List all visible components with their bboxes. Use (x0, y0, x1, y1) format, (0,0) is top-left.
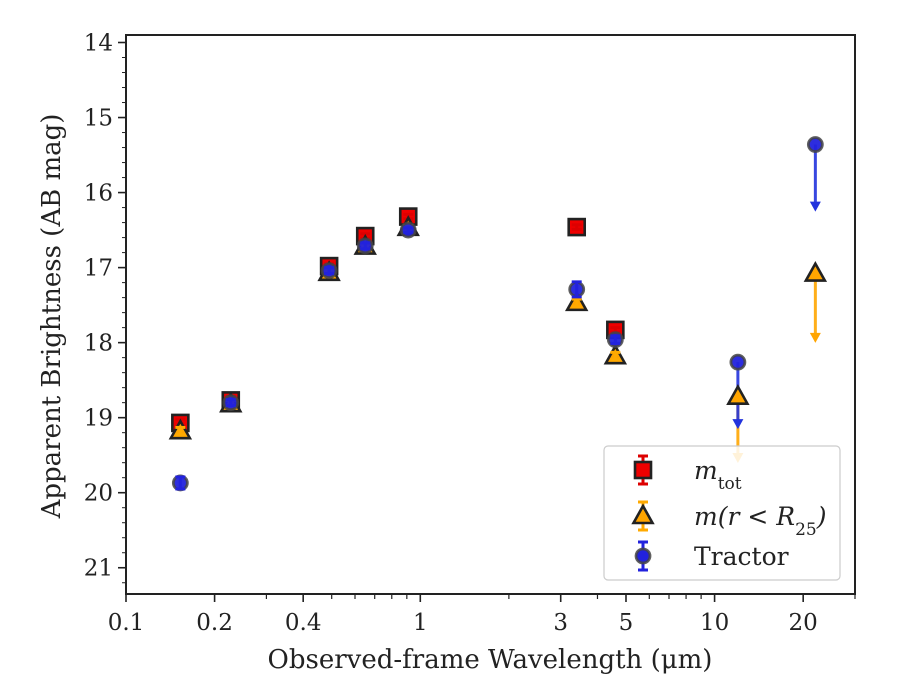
error-bar-1-0 (175, 425, 186, 437)
legend-label-1: m(r < R25) (694, 502, 826, 540)
error-bar-1-6 (610, 350, 621, 362)
y-tick-label-2: 16 (84, 181, 113, 207)
error-bar-0-5 (571, 223, 582, 231)
legend-marker-square (633, 460, 653, 480)
legend-box (603, 445, 841, 581)
error-bar-2-3 (360, 241, 371, 251)
y-tick-label-5: 19 (84, 406, 113, 432)
x-tick-label-3: 1 (413, 610, 428, 636)
error-bar-2-2 (324, 266, 335, 276)
point-triangle-8 (803, 260, 828, 282)
ticks-layer: 0.1 0.2 0.4 1 3 5 10 20 14 15 16 17 18 19 20 21 (84, 31, 856, 636)
point-circle-7 (729, 353, 747, 371)
error-bar-1-5 (571, 297, 582, 309)
y-tick-label-4: 18 (84, 331, 113, 357)
error-bar-2-0 (175, 475, 186, 491)
error-bar-2-4 (403, 226, 414, 234)
point-triangle-7 (726, 383, 750, 405)
error-bar-2-1 (225, 398, 236, 408)
point-circle-8 (806, 136, 824, 153)
upper-limit-arrowhead-2-8 (809, 201, 821, 212)
y-axis-title: Apparent Brightness (AB mag) (37, 114, 67, 520)
y-tick-label-6: 20 (84, 481, 113, 507)
x-tick-label-4: 3 (553, 610, 568, 636)
legend: mtot m(r < R25)Tractor (603, 445, 841, 581)
legend-label-0: mtot (694, 456, 742, 494)
x-tick-label-2: 0.4 (285, 610, 322, 636)
x-tick-label-1: 0.2 (196, 610, 233, 636)
y-tick-label-0: 14 (84, 31, 113, 57)
x-tick-label-0: 0.1 (108, 610, 145, 636)
y-tick-label-1: 15 (84, 106, 113, 132)
error-bar-2-6 (610, 334, 621, 345)
marks-layer (168, 136, 828, 492)
x-tick-label-6: 10 (700, 610, 729, 636)
x-tick-label-5: 5 (619, 610, 634, 636)
upper-limit-arrowhead-1-8 (809, 332, 821, 343)
x-axis-title: Observed-frame Wavelength (μm) (268, 645, 713, 675)
upper-limit-arrowhead-2-7 (732, 419, 744, 430)
plot-frame (125, 34, 856, 595)
y-tick-label-7: 21 (84, 556, 113, 582)
legend-marker-circle (634, 547, 652, 565)
x-tick-label-7: 20 (789, 610, 818, 636)
legend-marker-triangle (631, 503, 655, 525)
legend-label-2: Tractor (694, 542, 789, 571)
y-tick-label-3: 17 (84, 256, 113, 282)
error-bar-2-5 (571, 280, 582, 299)
